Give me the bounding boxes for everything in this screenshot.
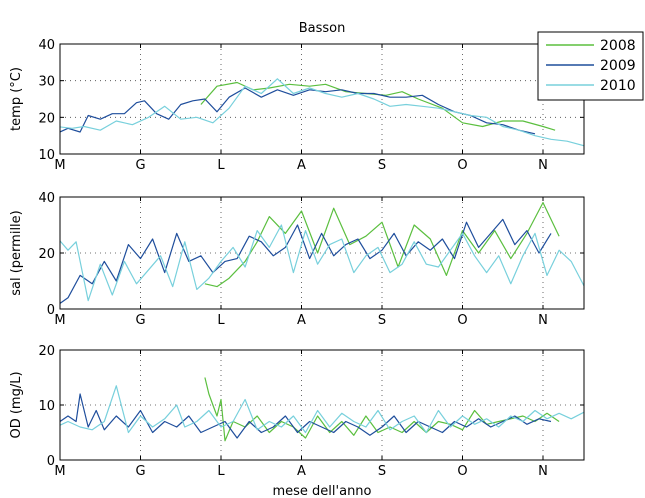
y-tick-label: 20 [38, 247, 55, 262]
figure-title: Basson [299, 21, 346, 36]
y-tick-label: 20 [38, 344, 55, 359]
x-tick-label: O [457, 464, 467, 479]
legend: 2008 2009 2010 [537, 31, 644, 101]
x-tick-label: A [297, 313, 306, 328]
x-tick-label: L [217, 158, 225, 173]
x-tick-label: A [297, 464, 306, 479]
x-tick-label: G [135, 313, 145, 328]
x-tick-label: L [217, 313, 225, 328]
x-tick-label: O [457, 158, 467, 173]
y-tick-label: 40 [38, 191, 55, 206]
series-line-2010 [60, 224, 584, 302]
legend-box [537, 31, 644, 101]
series-line-2009 [60, 218, 552, 305]
x-tick-label: A [297, 158, 306, 173]
x-tick-label: M [54, 313, 65, 328]
y-tick-label: 30 [38, 75, 55, 90]
y-axis-label: OD (mg/L) [9, 371, 24, 438]
x-axis-label: mese dell'anno [272, 484, 371, 498]
plot-area [60, 197, 584, 309]
x-tick-label: N [538, 158, 548, 173]
x-tick-label: M [54, 464, 65, 479]
x-tick-label: G [135, 158, 145, 173]
x-tick-label: M [54, 158, 65, 173]
y-tick-label: 10 [38, 399, 55, 414]
series-line-2009 [60, 393, 552, 439]
x-tick-label: O [457, 313, 467, 328]
y-tick-label: 20 [38, 111, 55, 126]
series-line-2008 [204, 202, 560, 288]
plot-area [60, 350, 584, 460]
series-line-2009 [60, 87, 536, 135]
legend-label-2010: 2010 [600, 78, 636, 94]
x-tick-label: S [378, 464, 386, 479]
y-tick-label: 0 [47, 454, 55, 469]
y-tick-label: 0 [47, 303, 55, 318]
series-line-2010 [60, 385, 584, 434]
panel-3: 0 10 20 M G L A S O N OD (mg/L) [9, 344, 585, 479]
legend-label-2009: 2009 [600, 58, 636, 74]
x-tick-label: S [378, 313, 386, 328]
y-tick-label: 10 [38, 148, 55, 163]
plot-area [60, 44, 584, 154]
y-axis-label: sal (permille) [9, 210, 24, 296]
series-line-2010 [60, 78, 584, 147]
x-tick-label: N [538, 313, 548, 328]
y-tick-label: 40 [38, 38, 55, 53]
x-tick-label: S [378, 158, 386, 173]
x-tick-label: L [217, 464, 225, 479]
legend-label-2008: 2008 [600, 38, 636, 54]
x-tick-label: G [135, 464, 145, 479]
x-tick-label: N [538, 464, 548, 479]
y-axis-label: temp (°C) [9, 67, 24, 131]
